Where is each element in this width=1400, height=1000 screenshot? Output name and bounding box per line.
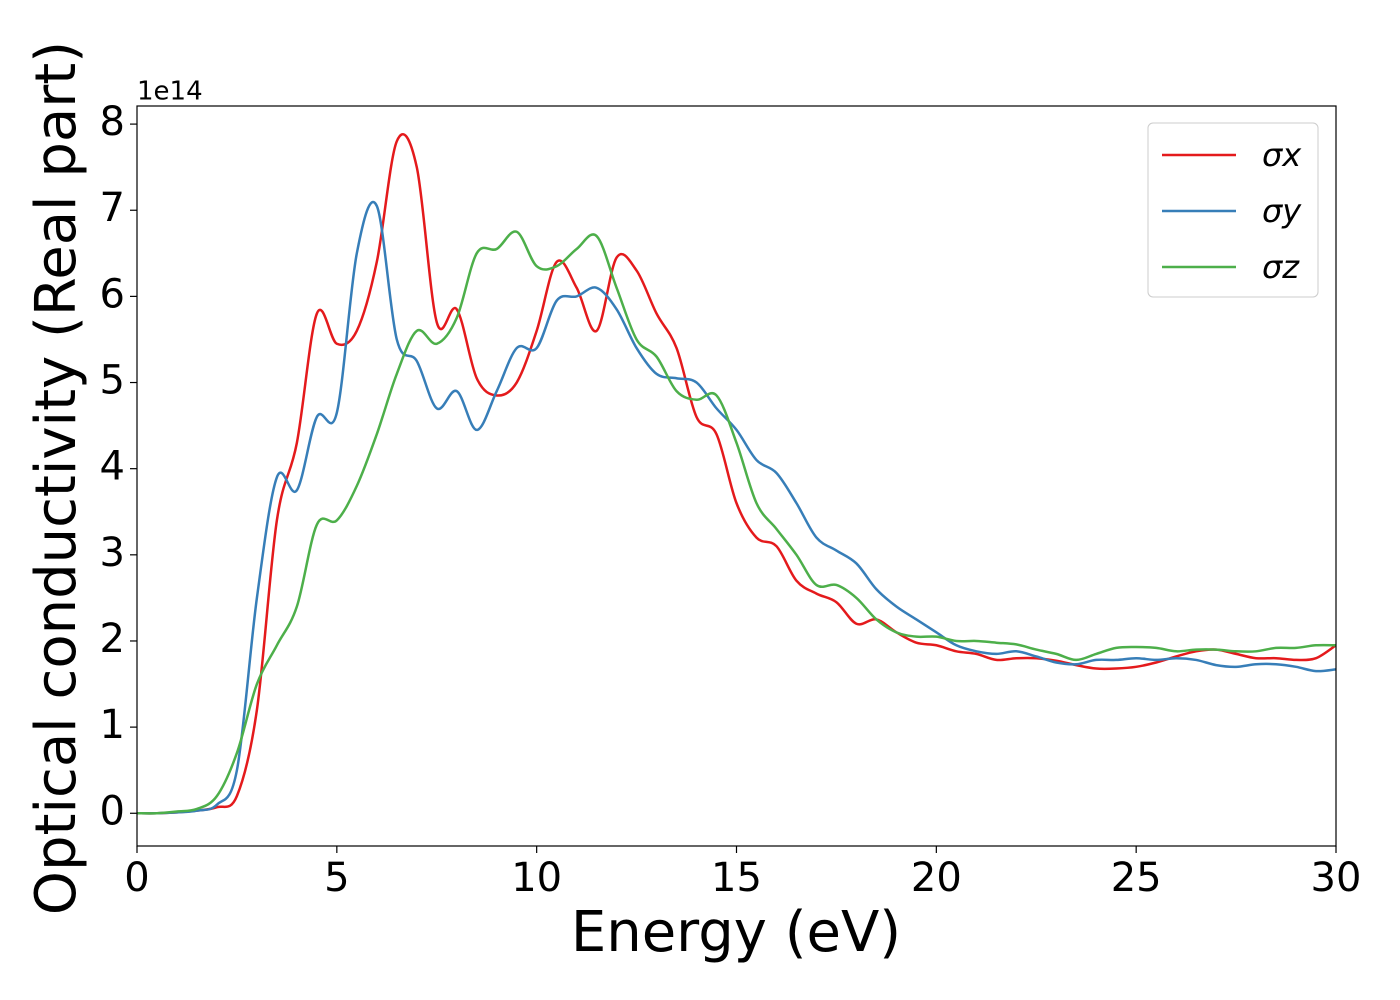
x-tick-label: 10 (511, 855, 562, 901)
y-tick-label: 7 (100, 185, 125, 231)
y-axis-label: Optical conductivity (Real part) (24, 41, 89, 915)
x-tick-label: 15 (711, 855, 762, 901)
x-tick-label: 25 (1111, 855, 1162, 901)
legend-label: σz (1262, 248, 1300, 286)
series-line (137, 133, 1336, 815)
series-line (137, 230, 1336, 815)
y-tick-label: 0 (100, 788, 125, 834)
x-axis-label: Energy (eV) (571, 900, 901, 965)
y-tick-label: 8 (100, 99, 125, 145)
y-tick-label: 5 (100, 358, 125, 404)
plot-frame (136, 105, 1337, 847)
x-tick-label: 30 (1311, 855, 1362, 901)
y-offset-label: 1e14 (137, 77, 203, 107)
series-line (137, 200, 1336, 815)
y-tick-label: 6 (100, 271, 125, 317)
x-tick-label: 5 (324, 855, 349, 901)
x-tick-label: 0 (124, 855, 149, 901)
legend-label: σx (1262, 136, 1302, 174)
y-tick-label: 2 (100, 616, 125, 662)
legend-label: σy (1262, 192, 1302, 230)
y-tick-label: 1 (100, 702, 125, 748)
x-tick-label: 20 (911, 855, 962, 901)
y-tick-label: 4 (100, 444, 125, 490)
y-tick-label: 3 (100, 530, 125, 576)
